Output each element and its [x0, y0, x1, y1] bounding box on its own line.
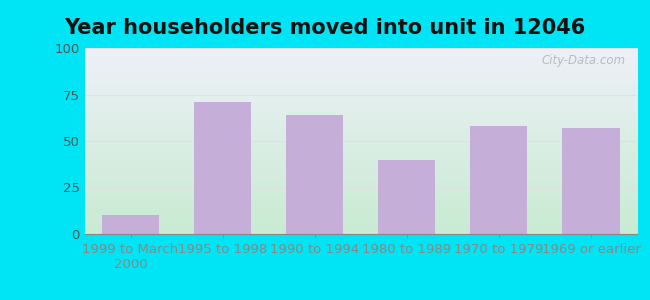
Bar [102, 215, 159, 234]
Bar [471, 126, 527, 234]
Bar [562, 128, 619, 234]
Bar [286, 115, 343, 234]
Bar [194, 102, 251, 234]
Text: City-Data.com: City-Data.com [542, 54, 626, 67]
Bar [378, 160, 436, 234]
Text: Year householders moved into unit in 12046: Year householders moved into unit in 120… [64, 18, 586, 38]
